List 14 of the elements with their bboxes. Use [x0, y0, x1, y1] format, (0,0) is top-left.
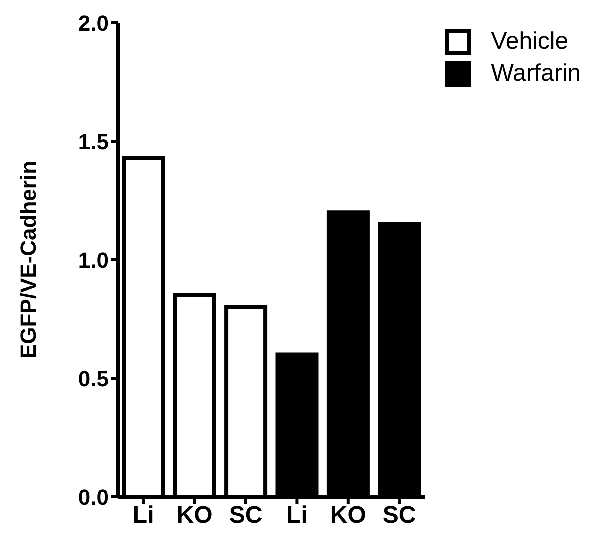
legend-label: Warfarin	[491, 60, 581, 88]
legend-label: Vehicle	[491, 28, 569, 56]
y-tick-label: 1.5	[78, 129, 109, 154]
y-tick-label: 2.0	[78, 10, 109, 36]
x-tick-label: Li	[286, 502, 308, 530]
x-tick-label: SC	[229, 502, 263, 530]
x-tick-label: KO	[176, 502, 213, 530]
y-tick-label: 1.0	[78, 248, 109, 273]
x-tick-label: Li	[132, 502, 154, 530]
x-tick-label: KO	[330, 502, 366, 530]
y-tick-label: 0.0	[78, 484, 109, 510]
x-tick-label: SC	[382, 502, 416, 530]
y-tick-label: 0.5	[78, 366, 109, 392]
y-axis-title: EGFP/VE-Cadherin	[16, 160, 41, 360]
